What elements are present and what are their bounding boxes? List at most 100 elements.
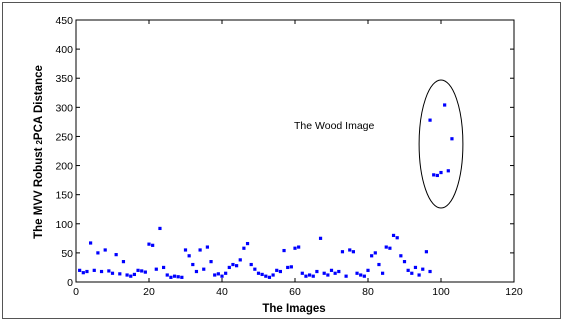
data-point <box>410 271 414 275</box>
data-point <box>428 269 432 274</box>
data-point <box>315 269 319 274</box>
data-point <box>260 272 264 277</box>
annotation-ellipse <box>418 79 464 209</box>
data-point <box>432 173 436 177</box>
data-point <box>348 248 352 252</box>
data-point <box>242 246 246 250</box>
data-point <box>194 269 199 274</box>
data-point <box>103 248 107 252</box>
y-tick-label: 350 <box>55 73 73 85</box>
data-point <box>158 226 162 231</box>
data-point <box>231 262 235 267</box>
data-point <box>249 262 253 267</box>
y-axis-label-main: The MVV Robust <box>33 147 45 239</box>
data-point <box>355 271 359 275</box>
data-point <box>424 250 428 254</box>
data-point <box>180 275 184 279</box>
data-point <box>107 269 111 273</box>
x-tick-label: 40 <box>216 286 228 298</box>
data-point <box>162 265 166 270</box>
data-point <box>381 271 385 275</box>
data-point <box>125 273 129 277</box>
data-point <box>450 137 454 141</box>
data-point <box>172 274 177 278</box>
data-point <box>362 274 366 278</box>
data-point <box>421 267 425 271</box>
y-tick-label: 200 <box>55 161 73 173</box>
data-markers <box>78 103 454 279</box>
data-point <box>238 258 242 262</box>
data-point <box>308 273 312 277</box>
data-point <box>209 260 213 264</box>
data-point <box>183 248 188 252</box>
annotation-label: The Wood Image <box>294 120 375 132</box>
data-point <box>318 236 323 240</box>
data-point <box>311 274 315 278</box>
data-point <box>169 275 173 279</box>
data-point <box>402 260 407 264</box>
data-point <box>118 272 122 276</box>
y-axis-ticks: 0 50 100 150 200 250 300 350 400 450 <box>55 15 514 289</box>
y-tick-label: 400 <box>55 44 73 56</box>
data-point <box>198 248 202 252</box>
y-axis-label: The MVV Robust 2PCA Distance <box>33 65 45 239</box>
data-point <box>329 268 334 272</box>
data-point <box>326 273 330 277</box>
data-point <box>89 241 93 245</box>
data-point <box>439 170 443 175</box>
x-axis-ticks: 0 20 40 60 80 100 120 <box>73 20 523 298</box>
data-point <box>344 274 348 278</box>
data-point <box>388 246 392 250</box>
data-point <box>202 267 206 271</box>
data-point <box>267 275 272 279</box>
data-point <box>213 273 217 277</box>
data-point <box>293 246 297 250</box>
data-point <box>264 274 268 278</box>
x-tick-label: 120 <box>505 286 523 298</box>
y-tick-label: 0 <box>67 277 73 289</box>
data-point <box>191 262 195 267</box>
data-point <box>176 275 180 279</box>
data-point <box>391 233 396 238</box>
data-point <box>413 265 418 270</box>
data-point <box>370 254 374 258</box>
data-point <box>395 236 399 240</box>
y-tick-label: 250 <box>55 131 73 143</box>
data-point <box>78 268 82 272</box>
x-tick-label: 0 <box>73 286 79 298</box>
data-point <box>435 173 439 178</box>
plot-box <box>75 19 515 283</box>
data-point <box>304 274 308 278</box>
data-point <box>300 271 304 275</box>
data-point <box>227 265 231 270</box>
y-tick-label: 50 <box>61 248 73 260</box>
data-point <box>205 245 209 249</box>
x-tick-label: 60 <box>289 286 301 298</box>
data-point <box>366 268 370 272</box>
data-point <box>121 260 126 264</box>
data-point <box>99 269 104 274</box>
data-point <box>286 265 290 270</box>
data-point <box>377 262 381 267</box>
data-point <box>165 273 169 277</box>
data-point <box>235 264 239 268</box>
y-tick-label: 150 <box>55 190 73 202</box>
y-tick-label: 300 <box>55 102 73 114</box>
data-point <box>140 269 144 273</box>
data-point <box>340 250 345 254</box>
y-axis-label-subscript: 2 <box>35 140 44 145</box>
data-point <box>114 253 118 257</box>
y-tick-label: 450 <box>55 15 73 27</box>
data-point <box>224 271 228 275</box>
data-point <box>446 169 450 173</box>
data-point <box>96 251 100 255</box>
data-point <box>92 268 96 272</box>
data-point <box>253 267 257 271</box>
data-point <box>384 245 388 249</box>
data-point <box>132 272 136 277</box>
y-axis-label-suffix: PCA Distance <box>33 65 45 140</box>
data-point <box>417 273 421 277</box>
y-tick-label: 100 <box>55 219 73 231</box>
data-point <box>245 241 250 246</box>
